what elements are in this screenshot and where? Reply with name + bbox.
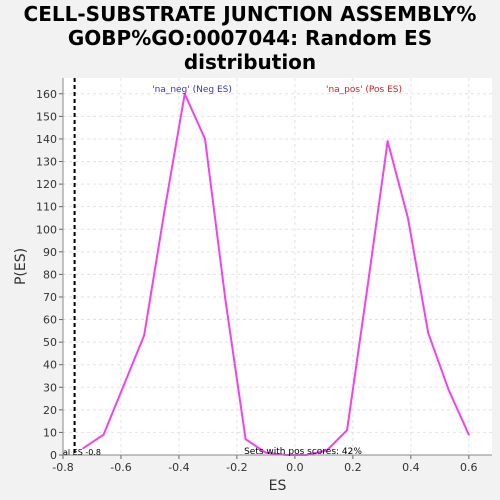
neg-es-label: 'na_neg' (Neg ES) [152,85,232,95]
y-tick-label: 110 [36,201,57,214]
data-point [122,384,125,387]
chart-title-line-3: distribution [183,50,317,74]
y-tick-label: 0 [50,449,57,462]
data-point [102,433,105,436]
data-point [163,210,166,213]
x-axis-label: ES [269,478,287,494]
pos-es-label: 'na_pos' (Pos ES) [326,85,402,95]
data-point [366,286,369,289]
y-axis-label: P(ES) [13,248,29,285]
y-tick-label: 20 [43,404,57,417]
plot-area [63,78,492,455]
y-tick-label: 130 [36,156,57,169]
data-point [183,92,186,95]
chart-title: CELL-SUBSTRATE JUNCTION ASSEMBLY% GOBP%G… [0,2,500,74]
chart-title-line-1: CELL-SUBSTRATE JUNCTION ASSEMBLY% [23,2,477,26]
data-point [224,298,227,301]
x-tick-label: 0.6 [460,461,478,474]
pos-scores-label: Sets with pos scores: 42% [244,447,362,457]
x-tick-label: -0.6 [110,461,131,474]
series-line [82,92,470,456]
data-point [143,334,146,337]
y-tick-label: 140 [36,133,57,146]
y-tick-label: 70 [43,291,57,304]
axes [62,78,492,456]
data-point [447,388,450,391]
x-tick-label: 0.4 [402,461,420,474]
chart-title-line-2: GOBP%GO:0007044: Random ES [67,26,433,50]
y-tick-label: 150 [36,110,57,123]
x-tick-label: -0.8 [52,461,73,474]
x-tick-label: 0.2 [344,461,362,474]
y-tick-label: 80 [43,268,57,281]
y-tick-label: 90 [43,246,57,259]
y-tick-label: 60 [43,314,57,327]
y-tick-label: 100 [36,223,57,236]
x-tick-label: 0.0 [286,461,304,474]
y-tick-label: 30 [43,381,57,394]
y-tick-label: 160 [36,88,57,101]
data-point [82,447,85,450]
y-tick-label: 120 [36,178,57,191]
x-tick-label: -0.4 [168,461,189,474]
x-tick-label: -0.2 [226,461,247,474]
data-point [325,449,328,452]
y-tick-label: 40 [43,359,57,372]
data-point [346,429,349,432]
actual-es-label: al ES -0.8 [63,448,101,457]
data-point [386,140,389,143]
data-point [264,451,267,454]
data-point [204,137,207,140]
axis-ticks: 0 10 20 30 40 50 60 70 80 90 100 110 120 130 140 150 160… [36,88,478,474]
data-point [244,438,247,441]
data-point [427,332,430,335]
y-tick-label: 50 [43,336,57,349]
data-point [406,216,409,219]
y-tick-label: 10 [43,426,57,439]
data-point [467,433,470,436]
